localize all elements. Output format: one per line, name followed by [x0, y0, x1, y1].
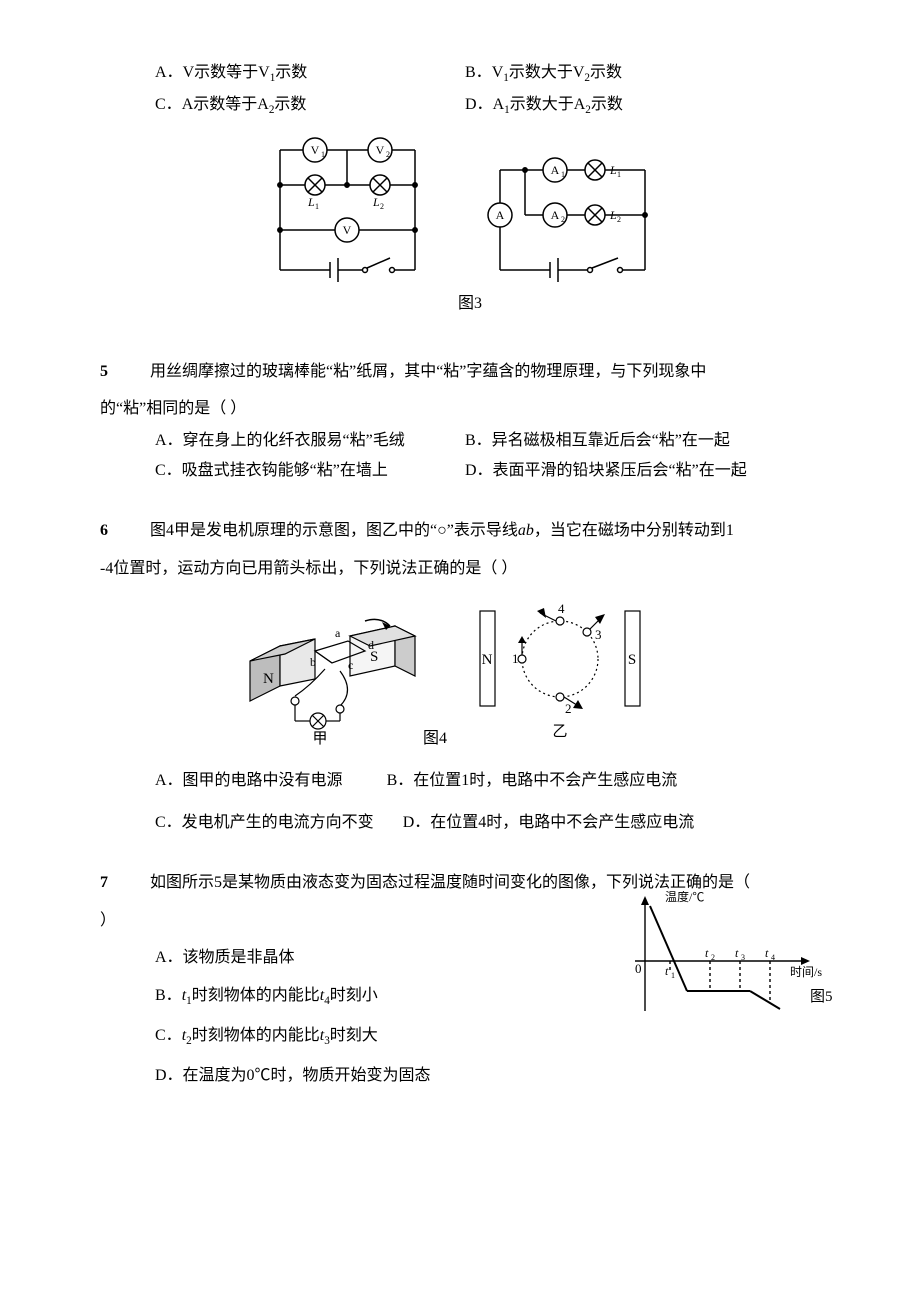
- svg-text:L: L: [372, 195, 380, 209]
- question-5: 5 用丝绸摩擦过的玻璃棒能“粘”纸屑，其中“粘”字蕴含的物理原理，与下列现象中 …: [100, 359, 840, 483]
- svg-text:A: A: [551, 163, 560, 177]
- svg-text:1: 1: [617, 170, 621, 179]
- svg-text:温度/℃: 温度/℃: [665, 891, 704, 904]
- question-6: 6 图4甲是发电机原理的示意图，图乙中的“○”表示导线ab，当它在磁场中分别转动…: [100, 518, 840, 835]
- svg-text:t: t: [735, 946, 739, 960]
- svg-text:a: a: [335, 626, 341, 640]
- q6-optC: C．发电机产生的电流方向不变: [155, 814, 374, 831]
- svg-text:3: 3: [595, 627, 602, 642]
- svg-text:L: L: [609, 208, 617, 222]
- svg-text:A: A: [551, 208, 560, 222]
- q5-optA: A．穿在身上的化纤衣服易“粘”毛绒: [155, 428, 465, 454]
- figure-4: N S a b c d 甲: [100, 591, 840, 760]
- svg-text:S: S: [628, 652, 636, 668]
- q7-optB: B．t1时刻物体的内能比t4时刻小: [155, 983, 615, 1011]
- svg-text:t: t: [665, 964, 669, 978]
- q5-optB: B．异名磁极相互靠近后会“粘”在一起: [465, 428, 840, 454]
- figure-3: V 1 V 2 V L 1 L 2: [100, 130, 840, 324]
- svg-text:3: 3: [741, 953, 745, 962]
- q5-optD: D．表面平滑的铅块紧压后会“粘”在一起: [465, 458, 840, 484]
- q5-stem2: 的“粘”相同的是（ ）: [100, 396, 840, 422]
- svg-text:2: 2: [617, 215, 621, 224]
- svg-text:V: V: [311, 143, 320, 157]
- svg-text:4: 4: [558, 601, 565, 616]
- q6-row2: C．发电机产生的电流方向不变 D．在位置4时，电路中不会产生感应电流: [155, 810, 840, 836]
- q6-stem2: -4位置时，运动方向已用箭头标出，下列说法正确的是（ ）: [100, 556, 840, 582]
- q6-optB: B．在位置1时，电路中不会产生感应电流: [387, 772, 678, 789]
- q4-optD: D．A1示数大于A2示数: [465, 92, 840, 120]
- svg-text:乙: 乙: [552, 724, 567, 740]
- q6-num: 6: [100, 518, 115, 544]
- svg-text:c: c: [348, 658, 353, 672]
- q4-row1: A．V示数等于V1示数 B．V1示数大于V2示数: [155, 60, 840, 88]
- svg-text:2: 2: [386, 150, 390, 159]
- q7-optD: D．在温度为0℃时，物质开始变为固态: [155, 1063, 615, 1089]
- svg-text:t: t: [765, 946, 769, 960]
- q7-stem2: ）: [100, 908, 615, 934]
- q7-optC: C．t2时刻物体的内能比t3时刻大: [155, 1023, 615, 1051]
- svg-text:时间/s: 时间/s: [790, 965, 822, 979]
- svg-text:0: 0: [635, 961, 642, 976]
- q5-optC: C．吸盘式挂衣钩能够“粘”在墙上: [155, 458, 465, 484]
- svg-text:1: 1: [321, 150, 325, 159]
- svg-text:d: d: [368, 638, 374, 652]
- svg-text:V: V: [376, 143, 385, 157]
- q7-optA: A．该物质是非晶体: [155, 945, 615, 971]
- svg-text:t: t: [705, 946, 709, 960]
- q6-row1: A．图甲的电路中没有电源 B．在位置1时，电路中不会产生感应电流: [155, 768, 840, 794]
- q5-num: 5: [100, 359, 115, 385]
- svg-text:2: 2: [565, 701, 572, 716]
- figure-5: 0 温度/℃ 时间/s t1 t2 t3 t4 图5: [615, 891, 840, 1050]
- q6-stem1: 图4甲是发电机原理的示意图，图乙中的“○”表示导线ab，当它在磁场中分别转动到1: [150, 518, 734, 544]
- svg-text:N: N: [482, 652, 493, 668]
- svg-text:1: 1: [315, 202, 319, 211]
- q5-stem1: 用丝绸摩擦过的玻璃棒能“粘”纸屑，其中“粘”字蕴含的物理原理，与下列现象中: [150, 359, 706, 385]
- q4-optC: C．A示数等于A2示数: [155, 92, 465, 120]
- q6-optA: A．图甲的电路中没有电源: [155, 772, 343, 789]
- svg-text:甲: 甲: [312, 731, 327, 747]
- svg-text:2: 2: [380, 202, 384, 211]
- svg-text:A: A: [496, 208, 505, 222]
- q4-optA: A．V示数等于V1示数: [155, 60, 465, 88]
- svg-text:2: 2: [711, 953, 715, 962]
- svg-text:1: 1: [671, 971, 675, 980]
- svg-text:4: 4: [771, 953, 775, 962]
- svg-text:图5: 图5: [810, 988, 833, 1005]
- question-7: 7 如图所示5是某物质由液态变为固态过程温度随时间变化的图像，下列说法正确的是（…: [100, 870, 840, 1089]
- svg-text:V: V: [343, 223, 352, 237]
- q4-row2: C．A示数等于A2示数 D．A1示数大于A2示数: [155, 92, 840, 120]
- svg-text:图4: 图4: [423, 730, 447, 747]
- q4-optB: B．V1示数大于V2示数: [465, 60, 840, 88]
- svg-text:1: 1: [561, 170, 565, 179]
- svg-text:2: 2: [561, 215, 565, 224]
- q7-num: 7: [100, 870, 115, 896]
- svg-text:L: L: [307, 195, 315, 209]
- svg-text:1: 1: [512, 651, 519, 666]
- q6-optD: D．在位置4时，电路中不会产生感应电流: [403, 814, 695, 831]
- svg-text:b: b: [310, 655, 316, 669]
- svg-text:N: N: [263, 671, 274, 687]
- svg-text:图3: 图3: [458, 295, 482, 312]
- svg-text:L: L: [609, 163, 617, 177]
